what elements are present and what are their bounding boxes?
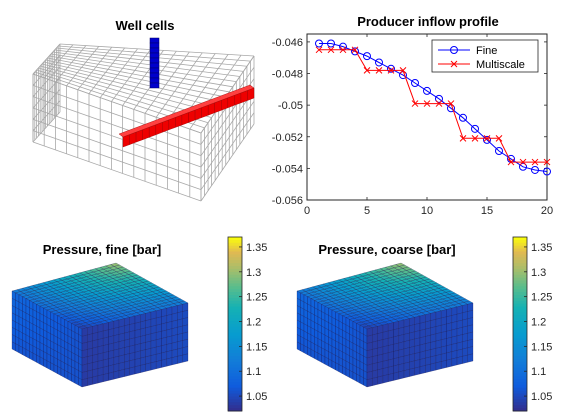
y-tick-label: -0.048: [272, 69, 303, 81]
pressure-fine-panel: Pressure, fine [bar] 1.351.31.251.21.151…: [0, 215, 285, 420]
point-multiscale: [316, 47, 322, 53]
x-tick-label: 10: [421, 205, 433, 215]
pressure-coarse-block: [297, 263, 473, 387]
legend-fine-label: Fine: [476, 45, 497, 57]
point-fine: [400, 72, 407, 79]
legend: Fine Multiscale: [432, 40, 538, 72]
x-tick-label: 20: [541, 205, 553, 215]
point-multiscale: [496, 135, 502, 141]
point-multiscale: [448, 101, 454, 107]
point-multiscale: [352, 47, 358, 53]
colorbar-tick-label: 1.1: [246, 366, 261, 378]
colorbar-tick-label: 1.15: [531, 341, 552, 353]
colorbar-tick-label: 1.3: [246, 267, 261, 279]
x-axis: 0 5 10 15 20: [304, 34, 553, 215]
colorbar-tick-label: 1.3: [531, 267, 546, 279]
point-multiscale: [484, 135, 490, 141]
y-tick-label: -0.056: [272, 195, 303, 207]
colorbar-tick-label: 1.2: [246, 317, 261, 329]
plot-area: [307, 34, 547, 200]
point-fine: [544, 168, 551, 175]
x-tick-label: 0: [304, 205, 310, 215]
x-tick-label: 15: [481, 205, 493, 215]
point-fine: [316, 40, 323, 47]
legend-fine-marker: [451, 47, 458, 54]
point-fine: [424, 87, 431, 94]
point-fine: [472, 125, 479, 132]
series-line-fine: [319, 44, 547, 172]
y-tick-label: -0.05: [278, 100, 303, 112]
legend-box: [432, 40, 538, 72]
point-fine: [388, 65, 395, 72]
point-multiscale: [412, 101, 418, 107]
point-multiscale: [376, 67, 382, 73]
y-axis: -0.056 -0.054 -0.052 -0.05 -0.048 -0.046: [272, 37, 547, 207]
point-multiscale: [544, 159, 550, 165]
point-multiscale: [472, 135, 478, 141]
point-fine: [532, 166, 539, 173]
point-multiscale: [460, 135, 466, 141]
pressure-coarse-panel: Pressure, coarse [bar] 1.35 1.3 1.25 1.2 1.1…: [285, 215, 570, 420]
point-multiscale: [388, 67, 394, 73]
pressure-coarse-title: Pressure, coarse [bar]: [318, 242, 455, 257]
y-tick-label: -0.052: [272, 132, 303, 144]
y-tick-label: -0.054: [272, 163, 303, 175]
well-cells-panel: Well cells: [0, 0, 270, 215]
series-lines: [316, 40, 551, 175]
pressure-coarse-colorbar: 1.35 1.3 1.25 1.2 1.15 1.1 1.05: [513, 237, 552, 412]
pressure-fine-block: [12, 263, 188, 387]
series-line-multiscale: [319, 50, 547, 162]
point-multiscale: [424, 101, 430, 107]
legend-multiscale-marker: [451, 61, 457, 67]
point-multiscale: [520, 159, 526, 165]
point-multiscale: [340, 47, 346, 53]
colorbar-tick-label: 1.2: [531, 317, 546, 329]
injector-well: [150, 38, 159, 88]
colorbar-tick-label: 1.25: [531, 292, 552, 304]
point-fine: [460, 114, 467, 121]
colorbar-tick-label: 1.1: [531, 366, 546, 378]
chart-title: Producer inflow profile: [357, 14, 499, 29]
point-multiscale: [508, 159, 514, 165]
point-fine: [520, 163, 527, 170]
x-tick-label: 5: [364, 205, 370, 215]
colorbar-tick-label: 1.05: [246, 391, 267, 403]
colorbar-tick-label: 1.35: [246, 242, 267, 254]
point-fine: [484, 136, 491, 143]
point-multiscale: [532, 159, 538, 165]
reservoir-grid: [33, 44, 254, 201]
point-multiscale: [436, 101, 442, 107]
point-fine: [376, 59, 383, 66]
point-multiscale: [328, 47, 334, 53]
pressure-fine-colorbar: 1.35 1.3 1.25 1.2 1.15 1.1 1.05: [228, 237, 267, 412]
point-fine: [328, 40, 335, 47]
point-fine: [352, 48, 359, 55]
legend-multiscale-label: Multiscale: [476, 59, 525, 71]
pressure-fine-title: Pressure, fine [bar]: [43, 242, 162, 257]
point-fine: [496, 147, 503, 154]
colorbar-tick-label: 1.15: [246, 341, 267, 353]
point-fine: [340, 43, 347, 50]
y-tick-label: -0.046: [272, 37, 303, 49]
point-multiscale: [400, 67, 406, 73]
well-cells-title: Well cells: [115, 18, 174, 33]
colorbar-tick-label: 1.05: [531, 391, 552, 403]
point-fine: [412, 80, 419, 87]
point-fine: [364, 53, 371, 60]
colorbar-tick-label: 1.25: [246, 292, 267, 304]
point-fine: [436, 95, 443, 102]
point-multiscale: [364, 67, 370, 73]
point-fine: [508, 155, 515, 162]
colorbar-tick-label: 1.35: [531, 242, 552, 254]
point-fine: [448, 105, 455, 112]
